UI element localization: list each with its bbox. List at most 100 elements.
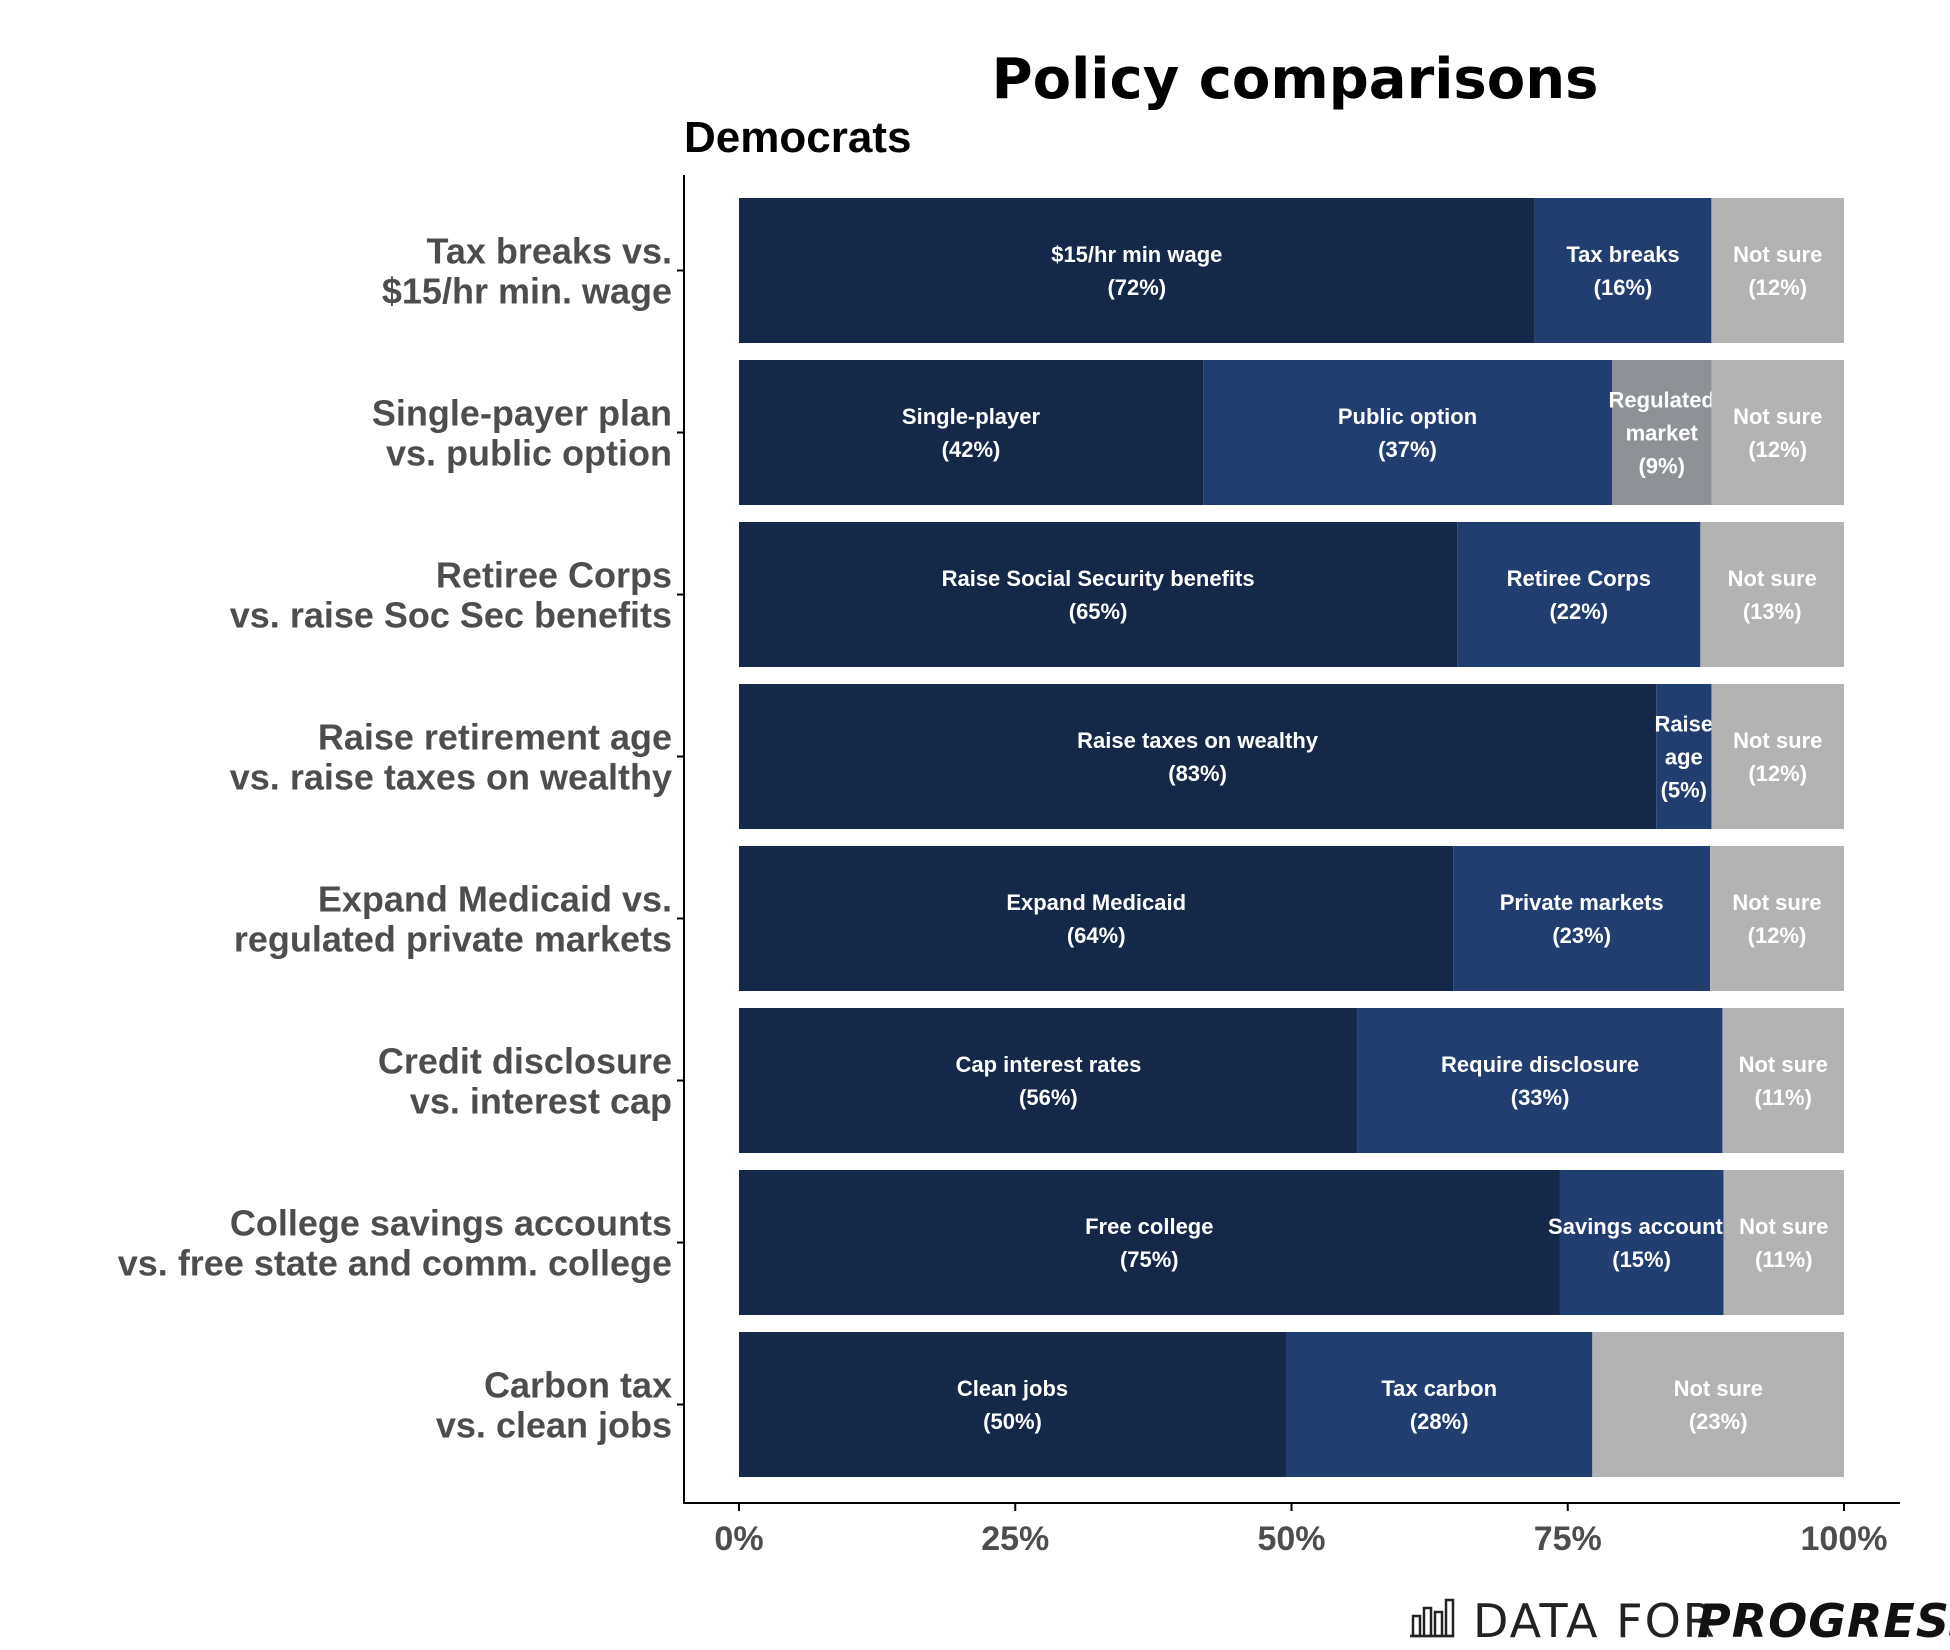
bar-segment — [739, 846, 1454, 991]
category-labels-group: Tax breaks vs. $15/hr min. wage Single-pay… — [118, 231, 684, 1446]
segment-label: Expand Medicaid (64%) — [1006, 890, 1186, 948]
segment-label-line: (33%) — [1511, 1085, 1570, 1110]
segment-label: Not sure (12%) — [1733, 242, 1822, 300]
category-label: Single-payer plan vs. public option — [372, 393, 672, 474]
segment-label: $15/hr min wage (72%) — [1051, 242, 1222, 300]
segment-label-line: (15%) — [1612, 1247, 1671, 1272]
bar-segment — [739, 1170, 1560, 1315]
segment-label: Clean jobs (50%) — [957, 1376, 1068, 1434]
x-tick-label: 50% — [1257, 1520, 1325, 1558]
bar-segment — [1710, 846, 1844, 991]
segment-label-line: (13%) — [1743, 599, 1802, 624]
segment-label-line: (83%) — [1168, 761, 1227, 786]
segment-label-line: Regulated — [1609, 388, 1715, 413]
bar-row: Single-player (42%) Public option (37%) Regu… — [739, 360, 1844, 505]
category-label-line: vs. clean jobs — [436, 1405, 672, 1446]
category-label: Carbon tax vs. clean jobs — [436, 1365, 672, 1446]
segment-label: Public option (37%) — [1338, 404, 1477, 462]
segment-label-line: Tax carbon — [1381, 1376, 1497, 1401]
segment-label-line: Not sure — [1739, 1214, 1828, 1239]
segment-label-line: Cap interest rates — [955, 1052, 1141, 1077]
bar-segment — [739, 684, 1657, 829]
bar-segment — [1592, 1332, 1844, 1477]
bar-segment — [739, 198, 1535, 343]
segment-label-line: (56%) — [1019, 1085, 1078, 1110]
category-label: Credit disclosure vs. interest cap — [378, 1041, 672, 1122]
bar-segment — [1457, 522, 1701, 667]
category-label-line: vs. raise taxes on wealthy — [230, 757, 672, 798]
bar-row: $15/hr min wage (72%) Tax breaks (16%) Not s… — [739, 198, 1844, 343]
bar-chart-logo-icon — [1410, 1598, 1455, 1638]
bar-segment — [739, 360, 1204, 505]
x-tick-label: 0% — [714, 1520, 763, 1558]
segment-label: Cap interest rates (56%) — [955, 1052, 1141, 1110]
segment-label-line: (72%) — [1107, 275, 1166, 300]
segment-label-line: Require disclosure — [1441, 1052, 1639, 1077]
segment-label: Regulated market (9%) — [1609, 388, 1715, 479]
segment-label-line: (23%) — [1552, 923, 1611, 948]
segment-label: Single-player (42%) — [902, 404, 1041, 462]
segment-label: Tax carbon (28%) — [1381, 1376, 1497, 1434]
segment-label-line: Not sure — [1674, 1376, 1763, 1401]
segment-label: Raise taxes on wealthy (83%) — [1077, 728, 1319, 786]
x-tick-label: 25% — [981, 1520, 1049, 1558]
category-label: Raise retirement age vs. raise taxes on w… — [230, 717, 672, 798]
category-label-line: Tax breaks vs. — [427, 231, 673, 272]
bar-segment — [1612, 360, 1712, 505]
bar-segment — [1656, 684, 1712, 829]
segment-label-line: (12%) — [1748, 275, 1807, 300]
bar-segment — [1286, 1332, 1593, 1477]
bar-segment — [1711, 684, 1844, 829]
category-label-line: Raise retirement age — [318, 717, 672, 758]
segment-label-line: (12%) — [1748, 437, 1807, 462]
segment-label-line: Public option — [1338, 404, 1477, 429]
segment-label-line: Savings accounts — [1548, 1214, 1735, 1239]
category-label-line: Carbon tax — [484, 1365, 672, 1406]
segment-label: Not sure (12%) — [1733, 728, 1822, 786]
segment-label-line: (12%) — [1748, 761, 1807, 786]
bar-segment — [1203, 360, 1612, 505]
segment-label-line: (12%) — [1748, 923, 1807, 948]
bar-row: Free college (75%) Savings accounts (15%) No… — [739, 1170, 1844, 1315]
bar-segment — [1453, 846, 1710, 991]
segment-label-line: Not sure — [1728, 566, 1817, 591]
bar-segment — [1534, 198, 1712, 343]
bar-row: Clean jobs (50%) Tax carbon (28%) Not sure (2… — [739, 1332, 1844, 1477]
segment-label-line: Free college — [1085, 1214, 1213, 1239]
bar-segment — [739, 1332, 1286, 1477]
brand-logo: DATA FOR PROGRESS — [1410, 1594, 1950, 1648]
x-tick-label: 100% — [1801, 1520, 1888, 1558]
category-label-line: vs. raise Soc Sec benefits — [230, 595, 672, 636]
bar-segment — [739, 522, 1458, 667]
segment-label-line: (9%) — [1638, 454, 1684, 479]
segment-label-line: Not sure — [1733, 728, 1822, 753]
segment-label-line: Raise taxes on wealthy — [1077, 728, 1319, 753]
segment-label-line: (64%) — [1067, 923, 1126, 948]
segment-label-line: (75%) — [1120, 1247, 1179, 1272]
segment-label-line: Retiree Corps — [1507, 566, 1651, 591]
segment-label: Not sure (23%) — [1674, 1376, 1763, 1434]
chart-title: Policy comparisons — [992, 47, 1599, 112]
segment-label-line: Clean jobs — [957, 1376, 1068, 1401]
bar-segment — [1711, 198, 1844, 343]
brand-text-bold: PROGRESS — [1697, 1594, 1950, 1648]
brand-text-light: DATA FOR — [1473, 1594, 1717, 1648]
bar-row: Expand Medicaid (64%) Private markets (23%)… — [739, 846, 1844, 991]
segment-label-line: Single-player — [902, 404, 1041, 429]
category-label-line: vs. public option — [386, 433, 672, 474]
segment-label-line: Raise — [1654, 712, 1713, 737]
segment-label-line: (23%) — [1689, 1409, 1748, 1434]
segment-label-line: (37%) — [1378, 437, 1437, 462]
category-label-line: Expand Medicaid vs. — [318, 879, 672, 920]
segment-label-line: market — [1626, 421, 1699, 446]
bar-row: Cap interest rates (56%) Require disclosur… — [739, 1008, 1844, 1153]
segment-label: Raise Social Security benefits (65%) — [942, 566, 1255, 624]
segment-label: Not sure (11%) — [1739, 1052, 1828, 1110]
segment-label-line: (50%) — [983, 1409, 1042, 1434]
bar-row: Raise Social Security benefits (65%) Retir… — [739, 522, 1844, 667]
segment-label-line: Not sure — [1739, 1052, 1828, 1077]
category-label: Expand Medicaid vs. regulated private mar… — [234, 879, 672, 960]
bar-segment — [1723, 1170, 1844, 1315]
segment-label-line: (16%) — [1594, 275, 1653, 300]
segment-label-line: age — [1665, 745, 1703, 770]
